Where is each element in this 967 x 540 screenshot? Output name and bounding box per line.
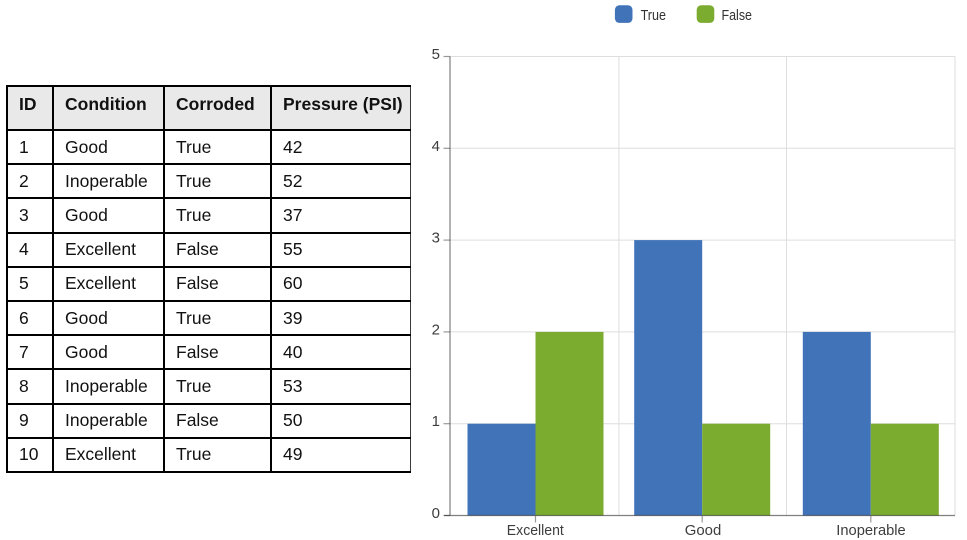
svg-text:True: True: [641, 7, 666, 24]
svg-text:3: 3: [432, 230, 440, 247]
svg-text:Excellent: Excellent: [507, 522, 565, 539]
svg-text:4: 4: [432, 138, 440, 155]
svg-text:1: 1: [432, 413, 440, 430]
svg-text:5: 5: [432, 46, 440, 63]
svg-text:0: 0: [432, 505, 440, 522]
svg-text:Good: Good: [685, 522, 722, 539]
svg-text:False: False: [722, 7, 753, 24]
svg-text:2: 2: [432, 321, 440, 338]
svg-text:Inoperable: Inoperable: [836, 522, 906, 539]
